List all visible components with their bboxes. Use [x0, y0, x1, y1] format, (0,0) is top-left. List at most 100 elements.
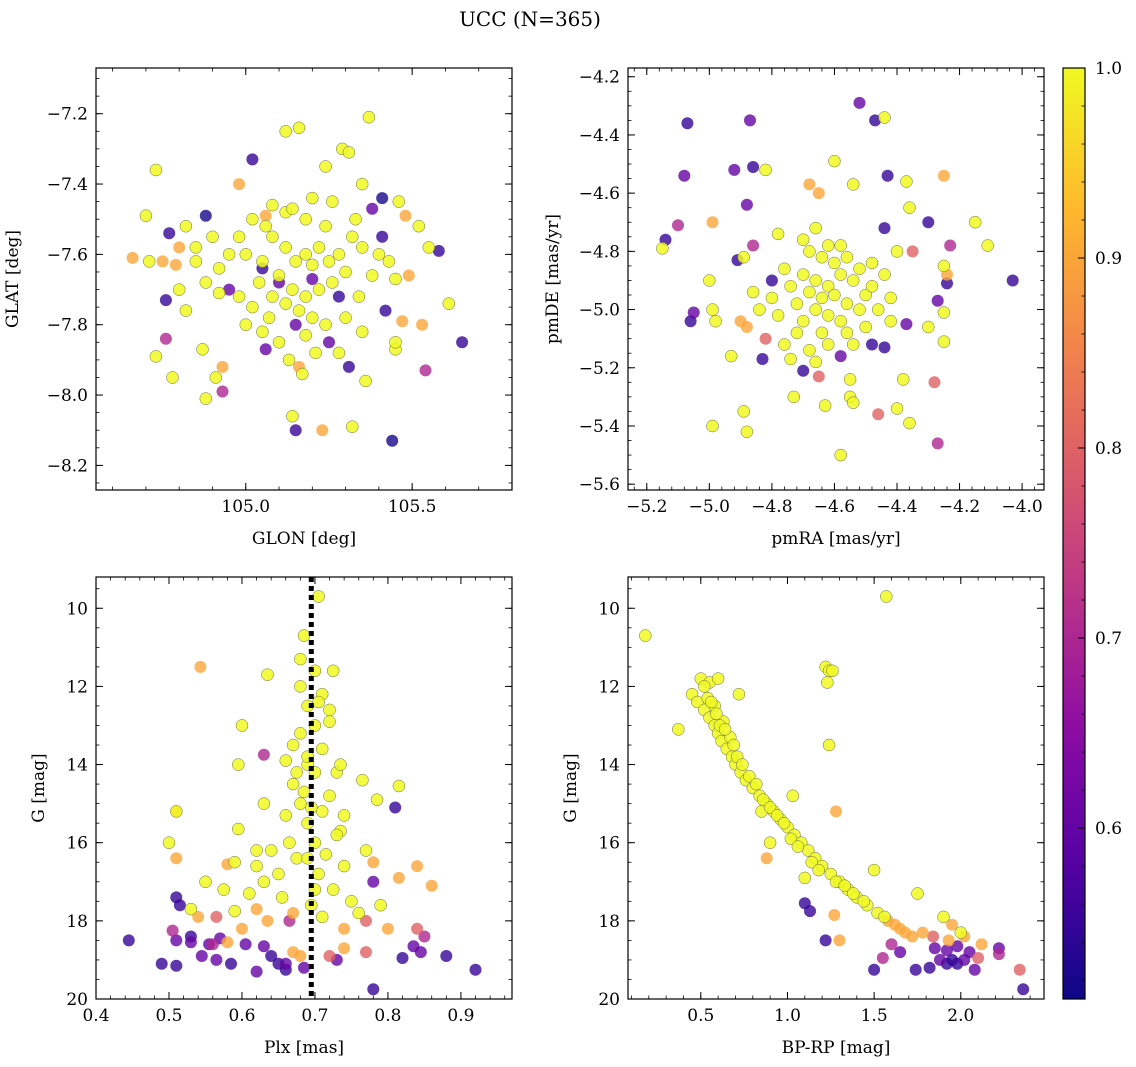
data-point — [724, 349, 738, 363]
data-point — [290, 852, 303, 865]
x-tick-label: 0.4 — [82, 1006, 109, 1026]
data-point — [951, 940, 964, 953]
y-tick-label: 16 — [66, 834, 88, 854]
data-point — [315, 910, 329, 924]
data-point — [243, 887, 256, 900]
data-point — [740, 321, 753, 333]
data-point — [710, 707, 723, 721]
data-point — [315, 742, 329, 756]
data-point — [250, 844, 263, 857]
data-point — [771, 227, 785, 241]
data-point — [289, 318, 302, 331]
data-point — [156, 255, 169, 268]
data-point — [155, 957, 168, 970]
data-point — [376, 230, 389, 243]
data-point — [878, 111, 891, 124]
x-tick-label: −5.2 — [626, 497, 667, 517]
colorbar-tick-label: 0.8 — [1095, 439, 1122, 459]
data-point — [867, 863, 881, 877]
data-point — [259, 219, 272, 233]
data-point — [846, 274, 860, 287]
data-point — [162, 836, 176, 849]
data-point — [206, 938, 219, 951]
data-point — [809, 274, 822, 287]
x-tick-label: 2.0 — [947, 1006, 974, 1026]
data-point — [747, 239, 760, 252]
data-point — [392, 779, 406, 793]
data-point — [687, 306, 700, 319]
data-point — [283, 836, 296, 849]
x-axis-label: GLON [deg] — [252, 529, 356, 549]
data-point — [740, 425, 754, 439]
data-point — [706, 419, 719, 433]
data-point — [763, 801, 777, 814]
data-point — [765, 291, 779, 305]
data-point — [815, 291, 829, 305]
data-point — [934, 953, 946, 966]
data-point — [232, 822, 245, 836]
data-point — [184, 936, 197, 949]
y-axis-label: GLAT [deg] — [3, 230, 23, 328]
data-point — [299, 329, 312, 342]
data-point — [828, 288, 841, 302]
data-point — [1006, 274, 1019, 287]
data-point — [821, 280, 835, 293]
data-point — [878, 341, 891, 354]
data-point — [338, 942, 351, 955]
data-point — [279, 754, 293, 767]
data-point — [389, 801, 402, 814]
data-point — [256, 255, 269, 268]
data-point — [349, 212, 362, 226]
data-point — [834, 448, 847, 462]
data-point — [266, 230, 279, 244]
y-tick-label: −5.2 — [579, 359, 620, 379]
data-point — [289, 255, 302, 268]
data-point — [330, 828, 344, 842]
data-point — [286, 777, 300, 791]
data-point — [859, 288, 872, 302]
data-point — [239, 248, 253, 261]
x-tick-label: 0.7 — [301, 1006, 328, 1026]
data-point — [184, 902, 198, 916]
x-tick-label: 0.8 — [374, 1006, 401, 1026]
data-point — [342, 360, 355, 373]
data-point — [163, 227, 176, 240]
data-point — [750, 777, 763, 791]
data-point — [946, 918, 959, 931]
y-tick-label: 10 — [66, 599, 88, 619]
y-axis-label: G [mag] — [561, 753, 581, 822]
figure-title: UCC (N=365) — [459, 7, 601, 31]
data-point — [323, 789, 336, 803]
colorbar-tick-label: 0.6 — [1095, 819, 1122, 839]
data-point — [299, 212, 312, 226]
data-point — [272, 867, 285, 881]
data-point — [250, 903, 263, 916]
data-point — [834, 239, 847, 252]
data-point — [239, 938, 252, 951]
x-tick-label: 105.5 — [388, 497, 437, 517]
data-point — [337, 859, 351, 873]
data-point — [252, 276, 266, 289]
data-point — [326, 195, 339, 208]
panel-4: 0.5 1.0 1.5 2.0 10 12 14 16 18 20 BP-RP [mag] G [ma… — [561, 576, 1045, 1058]
data-point — [319, 160, 332, 173]
data-point — [981, 239, 994, 252]
y-tick-label: −7.8 — [47, 316, 88, 336]
data-point — [812, 187, 825, 200]
data-point — [299, 290, 312, 303]
data-point — [159, 332, 172, 345]
data-point — [941, 277, 953, 290]
data-point — [803, 178, 816, 191]
data-point — [221, 936, 234, 949]
data-point — [803, 344, 816, 357]
data-point — [803, 245, 816, 258]
data-point — [843, 373, 857, 386]
data-point — [179, 304, 193, 317]
data-point — [937, 306, 951, 319]
data-point — [355, 241, 369, 254]
data-point — [233, 178, 246, 191]
data-point — [194, 660, 207, 673]
data-point — [803, 285, 816, 299]
data-point — [360, 946, 372, 959]
